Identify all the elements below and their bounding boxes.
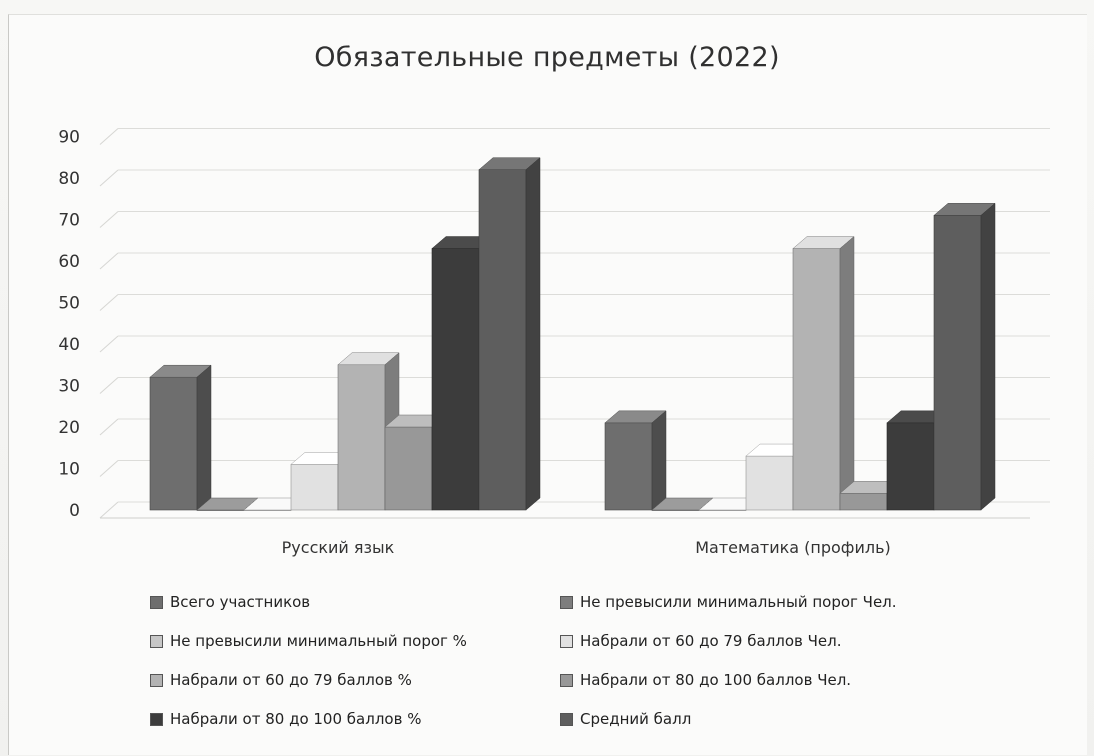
legend-swatch <box>560 595 573 609</box>
grid-diagonal <box>99 460 119 477</box>
bar <box>792 248 841 511</box>
legend-swatch <box>150 595 163 609</box>
y-tick-label: 30 <box>58 377 80 397</box>
y-tick-label: 0 <box>69 501 80 521</box>
legend-swatch <box>560 712 573 726</box>
bar-side <box>980 202 996 511</box>
grid-diagonal <box>99 418 119 436</box>
grid-diagonal <box>99 128 119 145</box>
y-tick-label: 70 <box>58 211 80 231</box>
legend-item: Не превысили минимальный порог % <box>150 629 560 653</box>
legend-swatch <box>150 634 163 648</box>
grid-diagonal <box>99 501 119 519</box>
x-category-label: Русский язык <box>282 538 395 557</box>
grid-diagonal <box>99 169 119 187</box>
bar-side <box>839 236 855 511</box>
legend-swatch <box>560 673 573 687</box>
legend-swatch <box>560 634 573 648</box>
x-category-label: Математика (профиль) <box>695 538 891 557</box>
grid-diagonal <box>99 211 119 228</box>
grid-diagonal <box>99 377 119 394</box>
legend-label: Набрали от 60 до 79 баллов % <box>170 671 412 689</box>
y-tick-label: 10 <box>58 460 80 480</box>
legend-label: Не превысили минимальный порог % <box>170 632 467 650</box>
legend-item: Набрали от 80 до 100 баллов % <box>150 707 560 731</box>
legend-swatch <box>150 712 163 726</box>
legend-label: Всего участников <box>170 593 311 611</box>
bar <box>337 364 386 511</box>
y-tick-label: 80 <box>58 169 80 189</box>
y-tick-label: 50 <box>58 294 80 314</box>
bar <box>886 422 935 511</box>
bar <box>290 464 339 511</box>
bar <box>431 248 480 511</box>
bar <box>149 376 198 511</box>
bar-side <box>525 157 541 511</box>
y-tick-label: 20 <box>58 418 80 438</box>
grid-diagonal <box>99 252 119 270</box>
legend-label: Набрали от 80 до 100 баллов Чел. <box>580 671 852 689</box>
bar <box>384 426 433 511</box>
chart-title: Обязательные предметы (2022) <box>314 42 780 73</box>
y-tick-label: 40 <box>58 335 80 355</box>
grid-diagonal <box>99 294 119 311</box>
legend-item: Набрали от 60 до 79 баллов % <box>150 668 560 692</box>
y-tick-label: 90 <box>58 128 80 148</box>
bar <box>839 493 888 511</box>
legend-item: Набрали от 80 до 100 баллов Чел. <box>560 668 950 692</box>
bar <box>933 215 982 511</box>
legend-item: Средний балл <box>560 707 950 731</box>
legend-label: Набрали от 60 до 79 баллов Чел. <box>580 632 842 650</box>
legend-item: Не превысили минимальный порог Чел. <box>560 590 950 614</box>
bar <box>478 169 527 511</box>
grid-diagonal <box>99 335 119 353</box>
legend-item: Набрали от 60 до 79 баллов Чел. <box>560 629 950 653</box>
legend-label: Набрали от 80 до 100 баллов % <box>170 710 422 728</box>
bar-side <box>651 410 667 511</box>
legend-item: Всего участников <box>150 590 560 614</box>
legend-label: Средний балл <box>580 710 692 728</box>
chart-legend: Всего участников Не превысили минимальный… <box>150 590 950 731</box>
bar <box>745 455 794 511</box>
y-tick-label: 60 <box>58 252 80 272</box>
legend-swatch <box>150 673 163 687</box>
bar-side <box>196 364 212 511</box>
bar <box>604 422 653 511</box>
legend-label: Не превысили минимальный порог Чел. <box>580 593 897 611</box>
